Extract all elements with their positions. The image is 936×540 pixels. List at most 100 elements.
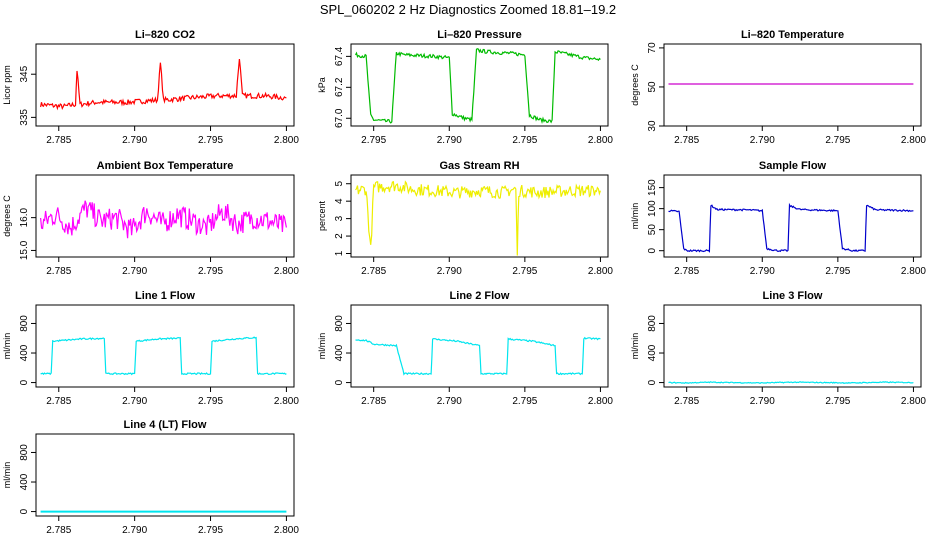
- plot-frame: [35, 43, 295, 127]
- x-tick-label: 2.800: [274, 396, 299, 407]
- y-tick-label: 0: [19, 508, 30, 514]
- y-axis-label: ml/min: [630, 333, 640, 360]
- x-tick-label: 2.800: [588, 396, 613, 407]
- panel-title: Sample Flow: [759, 160, 827, 172]
- y-tick-label: 0: [334, 379, 345, 385]
- x-tick-label: 2.785: [46, 135, 71, 146]
- chart-panel: Gas Stream RH 2.785 2.790 2.795 2.800 1 2 3 4 5 pe…: [317, 160, 613, 277]
- y-tick-label: 0: [647, 379, 658, 385]
- x-tick-label: 2.800: [901, 396, 926, 407]
- panel-title: Li–820 Temperature: [741, 29, 844, 41]
- plot-frame: [35, 174, 295, 258]
- x-tick-label: 2.785: [46, 266, 71, 277]
- x-tick-label: 2.790: [437, 396, 462, 407]
- plot-frame: [350, 304, 609, 388]
- x-tick-label: 2.800: [901, 266, 926, 277]
- series-line: [355, 180, 601, 256]
- x-tick-label: 2.800: [588, 135, 613, 146]
- x-tick-label: 2.790: [122, 266, 147, 277]
- x-tick-label: 2.785: [361, 266, 386, 277]
- x-tick-label: 2.785: [46, 396, 71, 407]
- plot-frame: [663, 174, 922, 258]
- chart-panel: Li–820 Pressure 2.795 2.790 2.795 2.800 67.0 6…: [317, 29, 613, 146]
- x-tick-label: 2.800: [274, 135, 299, 146]
- plot-frame: [35, 304, 295, 388]
- chart-panel: Line 2 Flow 2.785 2.790 2.795 2.800 0 400 800 ml…: [317, 290, 613, 407]
- y-tick-label: 400: [19, 473, 30, 490]
- plot-frame: [350, 174, 609, 258]
- chart-panel: Line 3 Flow 2.785 2.790 2.795 2.800 0 400 800 ml…: [630, 290, 926, 407]
- panel-title: Ambient Box Temperature: [97, 160, 234, 172]
- y-axis-label: ml/min: [630, 203, 640, 230]
- plot-frame: [663, 43, 922, 127]
- y-tick-label: 2: [334, 233, 345, 239]
- y-axis-label: ml/min: [317, 333, 327, 360]
- x-tick-label: 2.790: [122, 396, 147, 407]
- chart-panel: Line 4 (LT) Flow 2.785 2.790 2.795 2.800 0 400…: [2, 419, 299, 536]
- x-tick-label: 2.790: [437, 135, 462, 146]
- series-line: [354, 48, 601, 124]
- x-tick-label: 2.795: [512, 266, 537, 277]
- y-tick-label: 100: [647, 200, 658, 217]
- x-tick-label: 2.795: [361, 135, 386, 146]
- panel-title: Li–820 Pressure: [437, 29, 521, 41]
- y-tick-label: 50: [647, 224, 658, 236]
- x-tick-label: 2.800: [274, 266, 299, 277]
- y-tick-label: 400: [334, 344, 345, 361]
- y-tick-label: 0: [647, 247, 658, 253]
- panel-title: Li–820 CO2: [135, 29, 195, 41]
- y-tick-label: 67.4: [334, 46, 345, 66]
- panel-title: Line 1 Flow: [135, 290, 195, 302]
- x-tick-label: 2.785: [674, 266, 699, 277]
- y-tick-label: 400: [19, 344, 30, 361]
- x-tick-label: 2.785: [361, 396, 386, 407]
- x-tick-label: 2.800: [274, 525, 299, 536]
- x-tick-label: 2.785: [46, 525, 71, 536]
- series-line: [668, 381, 914, 384]
- x-tick-label: 2.785: [674, 135, 699, 146]
- y-tick-label: 0: [19, 379, 30, 385]
- y-tick-label: 345: [19, 65, 30, 82]
- y-tick-label: 800: [19, 444, 30, 461]
- x-tick-label: 2.790: [122, 525, 147, 536]
- y-tick-label: 15.0: [19, 240, 30, 260]
- y-tick-label: 1: [334, 250, 345, 256]
- series-line: [668, 202, 914, 253]
- y-axis-label: degrees C: [630, 64, 640, 106]
- x-tick-label: 2.795: [198, 266, 223, 277]
- chart-panel: Li–820 Temperature 2.785 2.790 2.795 2.800 30…: [630, 29, 926, 146]
- y-tick-label: 16.0: [19, 207, 30, 227]
- y-tick-label: 67.0: [334, 108, 345, 128]
- x-tick-label: 2.790: [437, 266, 462, 277]
- y-tick-label: 70: [647, 42, 658, 54]
- y-tick-label: 4: [334, 198, 345, 204]
- x-tick-label: 2.800: [901, 135, 926, 146]
- plot-frame: [350, 43, 609, 127]
- y-axis-label: kPa: [317, 77, 327, 93]
- y-tick-label: 3: [334, 215, 345, 221]
- x-tick-label: 2.795: [512, 135, 537, 146]
- x-tick-label: 2.795: [198, 135, 223, 146]
- series-line: [40, 200, 287, 239]
- y-tick-label: 400: [647, 344, 658, 361]
- series-line: [40, 336, 287, 376]
- x-tick-label: 2.795: [825, 396, 850, 407]
- y-tick-label: 150: [647, 179, 658, 196]
- x-tick-label: 2.795: [512, 396, 537, 407]
- chart-panel: Li–820 CO2 2.785 2.790 2.795 2.800 335 345 Lico…: [2, 29, 299, 146]
- y-tick-label: 30: [647, 120, 658, 132]
- panel-title: Line 4 (LT) Flow: [124, 419, 207, 431]
- x-tick-label: 2.795: [825, 266, 850, 277]
- y-tick-label: 800: [647, 315, 658, 332]
- x-tick-label: 2.795: [198, 525, 223, 536]
- y-tick-label: 50: [647, 81, 658, 93]
- chart-panel: Ambient Box Temperature 2.785 2.790 2.795 2.…: [2, 160, 299, 277]
- chart-panel: Line 1 Flow 2.785 2.790 2.795 2.800 0 400 800 ml…: [2, 290, 299, 407]
- x-tick-label: 2.795: [825, 135, 850, 146]
- series-line: [40, 59, 287, 111]
- y-tick-label: 800: [19, 315, 30, 332]
- y-axis-label: percent: [317, 200, 327, 231]
- y-tick-label: 335: [19, 109, 30, 126]
- plot-frame: [35, 433, 295, 517]
